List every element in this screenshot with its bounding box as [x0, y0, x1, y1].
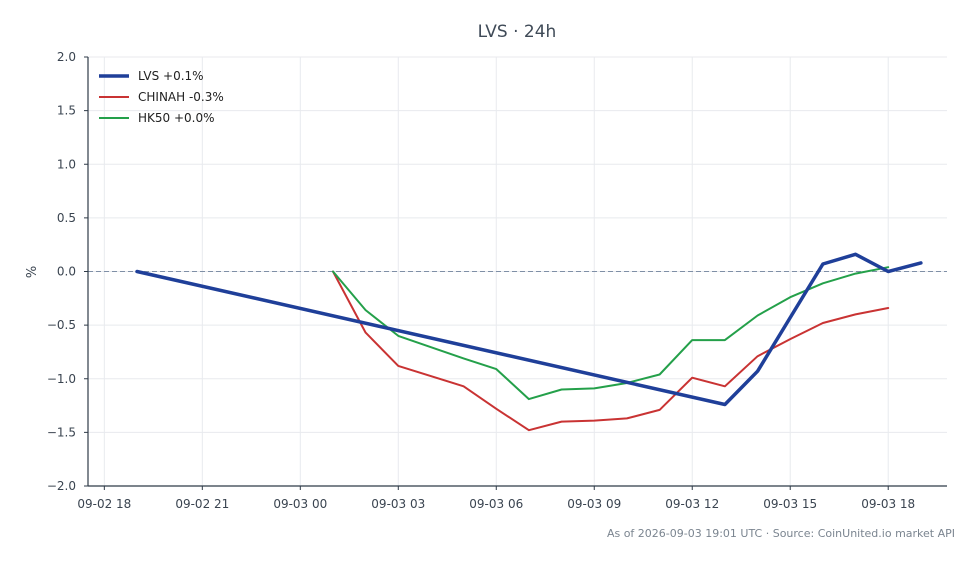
series-line-chinah [332, 270, 890, 432]
chart-title: LVS · 24h [478, 22, 557, 42]
x-axis-ticks: 09-02 18 09-02 21 09-03 00 09-03 03 09-03 06… [77, 486, 915, 511]
y-tick-label: −1.0 [47, 372, 76, 386]
x-tick-label: 09-03 09 [567, 497, 621, 511]
y-tick-label: 2.0 [57, 50, 76, 64]
legend-label: HK50 +0.0% [138, 111, 215, 125]
x-tick-label: 09-03 03 [371, 497, 425, 511]
legend: LVS +0.1% CHINAH -0.3% HK50 +0.0% [99, 69, 224, 125]
y-tick-label: −0.5 [47, 318, 76, 332]
y-axis-label: % [25, 266, 40, 278]
y-tick-label: 0.5 [57, 211, 76, 225]
y-tick-label: 1.0 [57, 157, 76, 171]
legend-label: CHINAH -0.3% [138, 90, 224, 104]
x-tick-label: 09-02 21 [175, 497, 229, 511]
legend-label: LVS +0.1% [138, 69, 204, 83]
x-tick-label: 09-03 15 [763, 497, 817, 511]
y-tick-label: −2.0 [47, 479, 76, 493]
series-line-lvs [135, 252, 923, 407]
x-tick-label: 09-03 18 [861, 497, 915, 511]
x-tick-label: 09-03 12 [665, 497, 719, 511]
series-lines [135, 252, 923, 432]
x-tick-label: 09-03 06 [469, 497, 523, 511]
footer-source: As of 2026-09-03 19:01 UTC · Source: Coi… [607, 527, 955, 540]
x-tick-label: 09-02 18 [77, 497, 131, 511]
y-tick-label: 0.0 [57, 265, 76, 279]
y-tick-label: −1.5 [47, 425, 76, 439]
y-axis-ticks: 2.0 1.5 1.0 0.5 0.0 −0.5 −1.0 −1.5 −2.0 [47, 50, 88, 493]
y-tick-label: 1.5 [57, 104, 76, 118]
x-tick-label: 09-03 00 [273, 497, 327, 511]
